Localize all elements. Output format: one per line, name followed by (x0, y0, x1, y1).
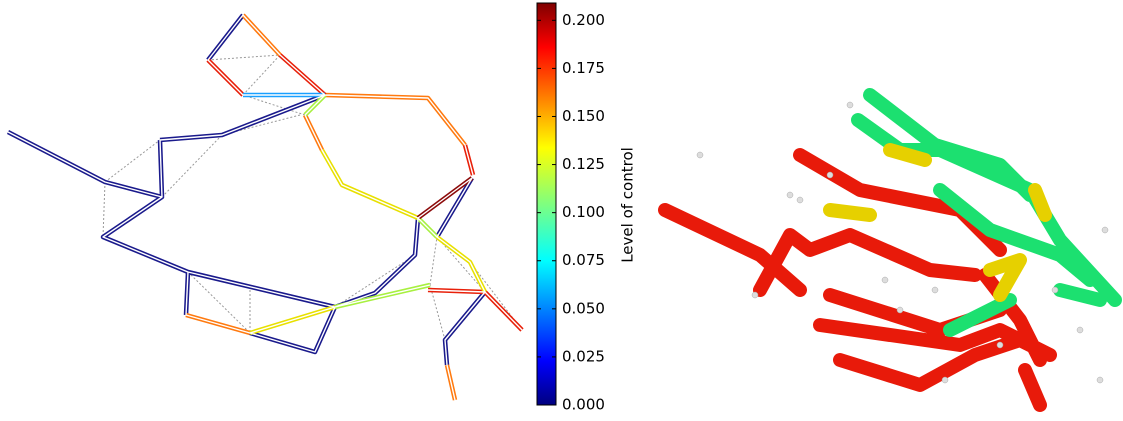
network-diagram (6, 13, 524, 401)
tick-label: 0.175 (562, 59, 605, 77)
tick-label: 0.100 (562, 203, 605, 221)
tick-label: 0.125 (562, 155, 605, 173)
tick-label: 0.025 (562, 347, 605, 365)
edges (6, 13, 524, 401)
molecule-3d (658, 88, 1122, 412)
colorbar-label: Level of control (619, 147, 637, 263)
colorbar (536, 2, 557, 406)
tick-label: 0.050 (562, 299, 605, 317)
tick-label: 0.000 (562, 396, 605, 414)
tick-label: 0.200 (562, 11, 605, 29)
tick-label: 0.150 (562, 107, 605, 125)
tick-label: 0.075 (562, 251, 605, 269)
